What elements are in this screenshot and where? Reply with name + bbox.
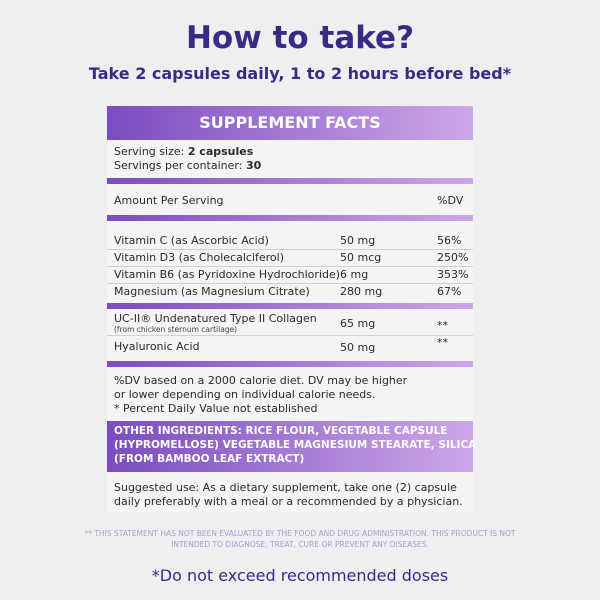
- nutrient-amount: 280 mg: [340, 285, 383, 298]
- nutrient-name: Magnesium (as Magnesium Citrate): [114, 285, 310, 298]
- divider-bar: [107, 215, 473, 221]
- nutrient-name: Vitamin B6 (as Pyridoxine Hydrochloride): [114, 268, 341, 281]
- nutrient-name: Vitamin C (as Ascorbic Acid): [114, 234, 269, 247]
- note: %DV based on a 2000 calorie diet. DV may…: [114, 374, 408, 387]
- other-name: Hyaluronic Acid: [114, 340, 200, 353]
- ingredients-box: [107, 421, 473, 472]
- value: 30: [245, 159, 262, 172]
- note: or lower depending on individual calorie…: [114, 388, 376, 401]
- nutrient-name: Vitamin D3 (as Cholecalciferol): [114, 251, 285, 264]
- other-dv: **: [437, 336, 448, 349]
- disclaimer: INTENDED TO DIAGNOSE, TREAT, CURE OR PRE…: [171, 540, 429, 549]
- nutrient-dv: 67%: [437, 285, 462, 298]
- nutrient-dv: 56%: [437, 234, 462, 247]
- subtitle: Take 2 capsules daily, 1 to 2 hours befo…: [88, 64, 512, 83]
- nutrient-dv: 353%: [437, 268, 469, 281]
- nutrient-amount: 6 mg: [340, 268, 369, 281]
- servings-per-container: Servings per container: 30: [114, 159, 261, 172]
- ingredients-line: (FROM BAMBOO LEAF EXTRACT): [114, 453, 305, 465]
- suggested-use: daily preferably with a meal or a recomm…: [114, 495, 463, 508]
- suggested-use: Suggested use: As a dietary supplement, …: [114, 481, 457, 494]
- nutrient-amount: 50 mcg: [340, 251, 382, 264]
- nutrient-dv: 250%: [437, 251, 469, 264]
- title: How to take?: [185, 20, 415, 56]
- other-dv: **: [437, 319, 448, 332]
- ingredients-line: OTHER INGREDIENTS: RICE FLOUR, VEGETABLE…: [114, 425, 448, 437]
- other-source: (from chicken sternum cartilage): [114, 325, 238, 334]
- serving-size: Serving size: 2 capsules: [114, 145, 253, 158]
- divider-bar: [107, 178, 473, 184]
- row-rule: [107, 249, 473, 250]
- label: Serving size:: [114, 145, 185, 158]
- facts-heading: SUPPLEMENT FACTS: [107, 106, 473, 140]
- divider-bar: [107, 303, 473, 309]
- nutrient-amount: 50 mg: [340, 234, 376, 247]
- other-amount: 65 mg: [340, 317, 376, 330]
- divider-bar: [107, 361, 473, 367]
- other-name: UC-II® Undenatured Type II Collagen: [114, 312, 317, 325]
- row-rule: [107, 283, 473, 284]
- column-dv: %DV: [437, 194, 464, 207]
- ingredients-line: (HYPROMELLOSE) VEGETABLE MAGNESIUM STEAR…: [114, 439, 477, 451]
- other-amount: 50 mg: [340, 341, 376, 354]
- label: Servings per container:: [114, 159, 243, 172]
- row-rule: [107, 266, 473, 267]
- column-amount: Amount Per Serving: [114, 194, 224, 207]
- disclaimer: ** THIS STATEMENT HAS NOT BEEN EVALUATED…: [84, 529, 516, 538]
- footer: *Do not exceed recommended doses: [151, 566, 449, 585]
- row-rule: [107, 335, 473, 336]
- note: * Percent Daily Value not established: [114, 402, 318, 415]
- value: 2 capsules: [187, 145, 254, 158]
